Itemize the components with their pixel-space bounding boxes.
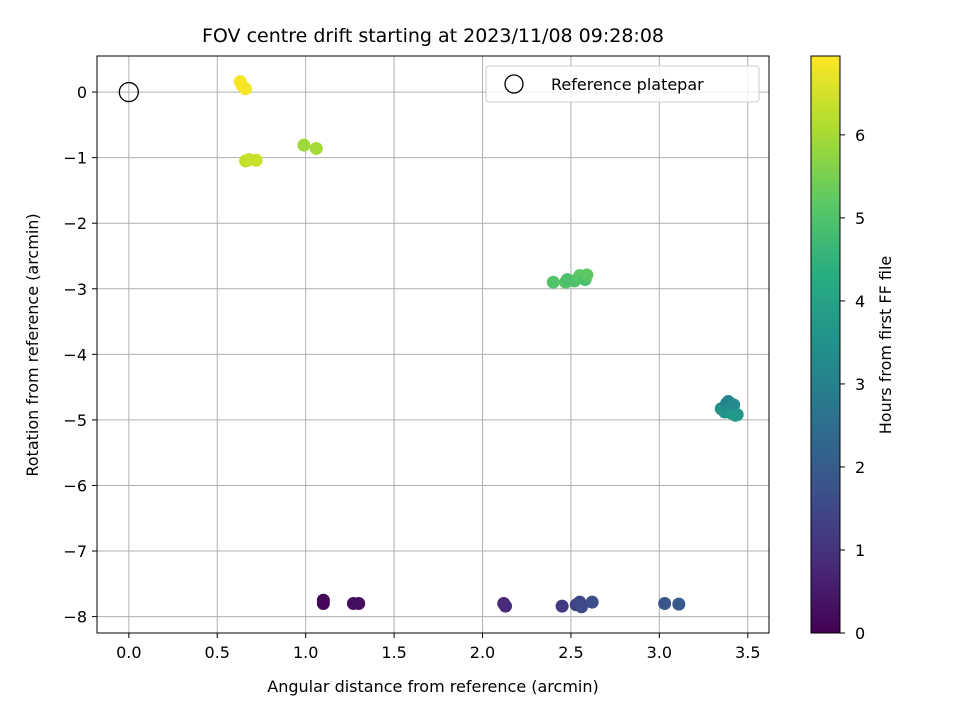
grid-lines — [97, 56, 769, 633]
drift-point — [555, 599, 569, 613]
colorbar-ticks: 0 1 2 3 4 5 6 — [840, 126, 865, 643]
colorbar — [811, 56, 840, 633]
y-tick-label: −5 — [63, 411, 87, 430]
x-tick-label: 3.5 — [735, 643, 760, 662]
legend-box — [485, 65, 760, 103]
x-tick-label: 2.5 — [558, 643, 583, 662]
drift-point — [546, 275, 560, 289]
legend-label-reference: Reference platepar — [551, 75, 704, 94]
drift-point — [499, 599, 513, 613]
colorbar-tick-label: 5 — [855, 209, 865, 228]
x-tick-label: 2.0 — [470, 643, 495, 662]
drift-point — [352, 596, 366, 610]
reference-platepar-marker — [118, 81, 139, 103]
colorbar-tick-label: 3 — [855, 375, 865, 394]
drift-point — [727, 398, 741, 412]
y-tick-label: 0 — [77, 83, 87, 102]
colorbar-title: Hours from first FF file — [876, 256, 895, 435]
drift-point — [316, 596, 330, 610]
scatter-points — [118, 75, 744, 614]
y-tick-label: −8 — [63, 608, 87, 627]
drift-point — [658, 596, 672, 610]
drift-point — [580, 268, 594, 282]
legend-reference-marker — [504, 74, 524, 94]
y-axis-title: Rotation from reference (arcmin) — [23, 213, 42, 476]
drift-point — [585, 595, 599, 609]
drift-point — [672, 597, 686, 611]
drift-point — [309, 141, 323, 155]
y-tick-label: −3 — [63, 280, 87, 299]
colorbar-frame — [810, 55, 841, 634]
drift-point — [575, 600, 589, 614]
x-tick-label: 0.5 — [205, 643, 230, 662]
x-tick-label: 0.0 — [116, 643, 141, 662]
colorbar-tick-label: 4 — [855, 292, 865, 311]
x-tick-label: 1.5 — [381, 643, 406, 662]
colorbar-tick-label: 1 — [855, 541, 865, 560]
drift-point — [239, 82, 253, 96]
drift-point — [730, 408, 744, 422]
y-tick-label: −6 — [63, 476, 87, 495]
plot-frame — [96, 55, 770, 634]
drift-point — [297, 138, 311, 152]
drift-point — [249, 153, 263, 167]
y-tick-label: −1 — [63, 149, 87, 168]
chart-title: FOV centre drift starting at 2023/11/08 … — [202, 25, 664, 47]
x-axis-title: Angular distance from reference (arcmin) — [267, 677, 598, 696]
y-axis-ticks: 0 −1 −2 −3 −4 −5 −6 −7 −8 — [63, 83, 97, 627]
colorbar-tick-label: 6 — [855, 126, 865, 145]
y-tick-label: −4 — [63, 345, 87, 364]
x-axis-ticks: 0.0 0.5 1.0 1.5 2.0 2.5 3.0 3.5 — [116, 633, 761, 662]
colorbar-tick-label: 0 — [855, 624, 865, 643]
colorbar-tick-label: 2 — [855, 458, 865, 477]
x-tick-label: 3.0 — [647, 643, 672, 662]
x-tick-label: 1.0 — [293, 643, 318, 662]
legend: Reference platepar — [485, 65, 760, 103]
y-tick-label: −7 — [63, 542, 87, 561]
y-tick-label: −2 — [63, 214, 87, 233]
